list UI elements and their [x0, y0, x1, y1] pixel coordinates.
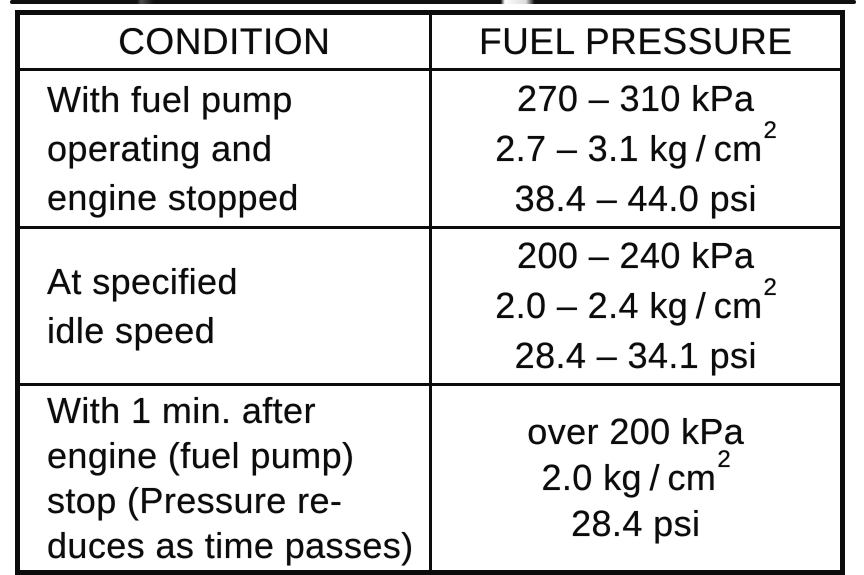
condition-cell: With fuel pump operating and engine stop… [16, 68, 432, 229]
table-row: At specified idle speed 200 – 240 kPa 2.… [16, 226, 844, 386]
pressure-kgcm-exponent: 2 [763, 116, 778, 144]
pressure-kgcm-value: 2.7 – 3.1 kg / cm2 [438, 118, 835, 174]
condition-line: operating and [47, 128, 273, 169]
fuel-pressure-spec-table: CONDITION FUEL PRESSURE With fuel pump o… [15, 10, 845, 575]
pressure-kpa-value: over 200 kPa [527, 411, 745, 452]
table-row: With 1 min. after engine (fuel pump) sto… [16, 383, 844, 574]
pressure-kgcm-exponent: 2 [763, 274, 778, 301]
condition-line: engine stopped [47, 177, 299, 218]
condition-line: engine (fuel pump) [47, 435, 355, 476]
scan-artifact-top-edge [10, 0, 856, 4]
pressure-kgcm-base: 2.0 – 2.4 kg / cm [495, 285, 763, 326]
column-header-fuel-pressure: FUEL PRESSURE [428, 11, 844, 71]
pressure-cell: 200 – 240 kPa 2.0 – 2.4 kg / cm2 28.4 – … [428, 226, 844, 386]
condition-line: stop (Pressure re- [47, 480, 343, 521]
condition-line: With fuel pump [47, 79, 293, 120]
pressure-kgcm-value: 2.0 – 2.4 kg / cm2 [438, 276, 835, 331]
condition-line: idle speed [47, 310, 216, 351]
pressure-kgcm-exponent: 2 [717, 446, 732, 473]
table-row: With fuel pump operating and engine stop… [16, 68, 844, 229]
pressure-cell: over 200 kPa 2.0 kg / cm2 28.4 psi [428, 383, 844, 574]
pressure-kpa-value: 200 – 240 kPa [517, 235, 755, 276]
condition-cell: At specified idle speed [16, 226, 432, 386]
pressure-kpa-value: 270 – 310 kPa [517, 77, 755, 119]
pressure-psi-value: 28.4 psi [571, 503, 701, 544]
condition-line: At specified [47, 261, 238, 302]
column-header-condition: CONDITION [16, 11, 432, 71]
condition-cell: With 1 min. after engine (fuel pump) sto… [16, 383, 432, 574]
pressure-kgcm-value: 2.0 kg / cm2 [438, 448, 835, 501]
condition-line: duces as time passes) [47, 525, 414, 566]
pressure-cell: 270 – 310 kPa 2.7 – 3.1 kg / cm2 38.4 – … [428, 68, 844, 229]
pressure-kgcm-base: 2.0 kg / cm [541, 457, 717, 498]
pressure-psi-value: 38.4 – 44.0 psi [514, 177, 757, 219]
pressure-kgcm-base: 2.7 – 3.1 kg / cm [495, 127, 763, 169]
pressure-psi-value: 28.4 – 34.1 psi [514, 335, 757, 376]
table-header-row: CONDITION FUEL PRESSURE [16, 11, 844, 71]
condition-line: With 1 min. after [47, 390, 316, 431]
